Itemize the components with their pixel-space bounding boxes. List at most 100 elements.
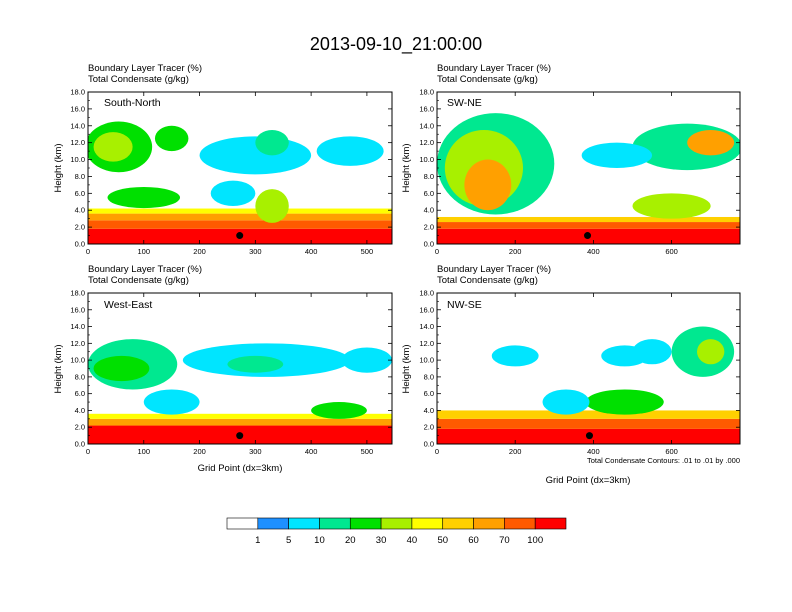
panel-south-north: Boundary Layer Tracer (%) Total Condensa… <box>53 63 393 256</box>
tracer-region <box>143 389 200 415</box>
tracer-region <box>464 159 512 211</box>
y-axis-label: Height (km) <box>401 344 412 393</box>
y-tick-label: 12.0 <box>419 339 434 348</box>
y-tick-label: 10.0 <box>70 356 85 365</box>
surface-marker <box>585 432 593 440</box>
y-tick-label: 16.0 <box>70 305 85 314</box>
colorbar-swatch <box>380 517 413 530</box>
y-tick-label: 12.0 <box>70 339 85 348</box>
x-tick-label: 200 <box>193 447 206 456</box>
colorbar-swatch <box>288 517 320 530</box>
y-tick-label: 0.0 <box>75 240 85 249</box>
tracer-region <box>601 345 649 367</box>
tracer-band <box>88 213 392 221</box>
x-tick-label: 0 <box>86 447 90 456</box>
x-tick-label: 0 <box>435 447 439 456</box>
colorbar-swatch <box>504 517 536 530</box>
y-tick-label: 6.0 <box>424 189 434 198</box>
tracer-band <box>88 220 392 229</box>
y-tick-label: 16.0 <box>419 305 434 314</box>
colorbar-label: 40 <box>407 535 418 546</box>
panel-name: West-East <box>104 299 152 311</box>
x-axis-label: Grid Point (dx=3km) <box>546 475 631 486</box>
x-tick-label: 100 <box>138 447 151 456</box>
y-tick-label: 2.0 <box>75 223 85 232</box>
panel-west-east: Boundary Layer Tracer (%) Total Condensa… <box>53 264 393 474</box>
tracer-region <box>255 130 289 156</box>
y-tick-label: 12.0 <box>70 138 85 147</box>
panel-nw-se: Boundary Layer Tracer (%) Total Condensa… <box>401 264 741 486</box>
tracer-region <box>255 189 289 223</box>
x-axis-label: Grid Point (dx=3km) <box>198 463 283 474</box>
y-tick-label: 16.0 <box>70 104 85 113</box>
colorbar-label: 20 <box>345 535 356 546</box>
surface-marker <box>236 432 244 440</box>
tracer-band <box>88 208 392 214</box>
surface-marker <box>584 232 592 240</box>
y-tick-label: 14.0 <box>419 121 434 130</box>
colorbar-label: 1 <box>255 535 260 546</box>
figure-title: 2013-09-10_21:00:00 <box>310 34 482 55</box>
y-tick-label: 0.0 <box>424 240 434 249</box>
tracer-band <box>437 418 740 429</box>
x-tick-label: 500 <box>361 247 374 256</box>
y-tick-label: 10.0 <box>419 155 434 164</box>
tracer-region <box>696 339 725 365</box>
x-tick-label: 200 <box>193 247 206 256</box>
tracer-region <box>581 142 653 168</box>
colorbar-swatch <box>473 517 505 530</box>
panel-subtitle-line1: Boundary Layer Tracer (%) <box>437 264 551 275</box>
colorbar-label: 70 <box>499 535 510 546</box>
y-tick-label: 6.0 <box>424 389 434 398</box>
panel-subtitle-line2: Total Condensate (g/kg) <box>437 275 538 286</box>
surface-marker <box>236 232 244 240</box>
colorbar-swatch <box>534 517 567 530</box>
panel-subtitle-line1: Boundary Layer Tracer (%) <box>88 63 202 74</box>
tracer-band <box>437 222 740 229</box>
plot-area: 0.0 2.0 4.0 6.0 8.0 10.0 12.0 14.0 16.0 18.0 0 200 4… <box>419 88 741 256</box>
plot-area: 0.0 2.0 4.0 6.0 8.0 10.0 12.0 14.0 16.0 18.0 0 200 4… <box>419 289 741 456</box>
panel-subtitle-line1: Boundary Layer Tracer (%) <box>437 63 551 74</box>
x-tick-label: 400 <box>305 247 318 256</box>
tracer-region <box>491 345 539 367</box>
y-tick-label: 10.0 <box>419 356 434 365</box>
tracer-region <box>542 389 590 415</box>
tracer-region <box>93 132 133 162</box>
y-tick-label: 18.0 <box>419 289 434 298</box>
x-tick-label: 600 <box>665 447 678 456</box>
y-tick-label: 18.0 <box>70 88 85 97</box>
panel-name: South-North <box>104 97 161 109</box>
plot-area: 0.0 2.0 4.0 6.0 8.0 10.0 12.0 14.0 16.0 18.0 0 100 2… <box>70 88 393 256</box>
x-tick-label: 200 <box>509 447 522 456</box>
colorbar-label: 30 <box>376 535 387 546</box>
panel-sw-ne: Boundary Layer Tracer (%) Total Condensa… <box>401 63 741 256</box>
y-tick-label: 2.0 <box>424 223 434 232</box>
colorbar: 1 5 10 20 30 40 50 60 70 100 <box>226 517 567 546</box>
plot-field <box>437 293 740 444</box>
y-tick-label: 2.0 <box>424 423 434 432</box>
y-tick-label: 14.0 <box>70 121 85 130</box>
plot-field <box>88 293 392 444</box>
x-tick-label: 0 <box>435 247 439 256</box>
plot-field <box>88 92 392 244</box>
tracer-region <box>311 402 367 419</box>
x-tick-label: 400 <box>587 247 600 256</box>
tracer-band <box>437 410 740 419</box>
x-tick-label: 0 <box>86 247 90 256</box>
plot-area: 0.0 2.0 4.0 6.0 8.0 10.0 12.0 14.0 16.0 18.0 0 100 2… <box>70 289 393 456</box>
tracer-region <box>210 180 256 206</box>
y-axis-label: Height (km) <box>53 143 64 192</box>
y-tick-label: 6.0 <box>75 389 85 398</box>
tracer-region <box>316 136 384 166</box>
tracer-band <box>88 413 392 419</box>
y-tick-label: 8.0 <box>75 372 85 381</box>
x-tick-label: 100 <box>138 247 151 256</box>
y-tick-label: 4.0 <box>424 406 434 415</box>
y-tick-label: 6.0 <box>75 189 85 198</box>
x-tick-label: 200 <box>509 247 522 256</box>
panel-name: SW-NE <box>447 97 482 109</box>
x-tick-label: 600 <box>665 247 678 256</box>
y-tick-label: 8.0 <box>424 172 434 181</box>
colorbar-swatch <box>349 517 382 530</box>
